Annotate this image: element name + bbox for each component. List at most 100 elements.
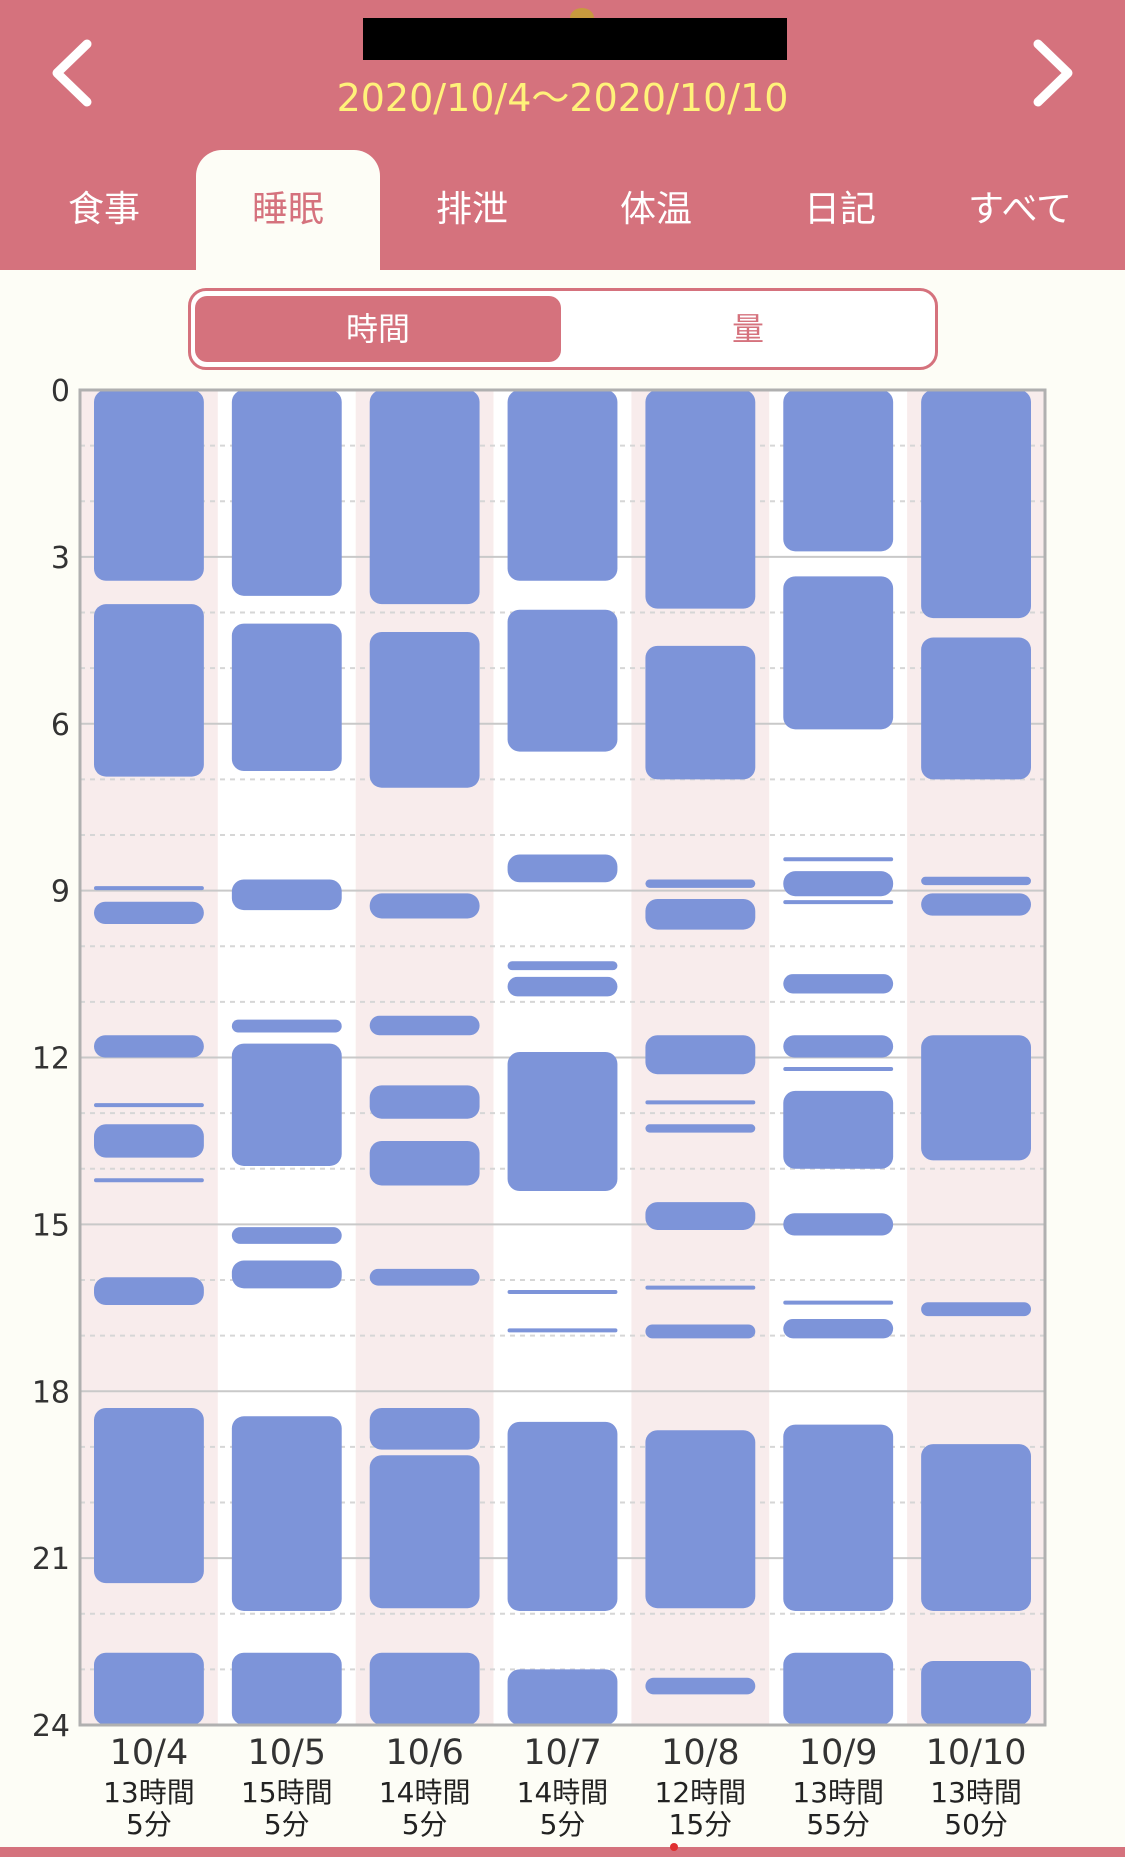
sleep-block xyxy=(507,1051,618,1191)
day-total-hours-label: 15時間 xyxy=(241,1776,333,1809)
amount-toggle-button[interactable]: 量 xyxy=(731,310,764,348)
sleep-block xyxy=(645,1324,756,1339)
sleep-block xyxy=(369,1268,480,1286)
sleep-block xyxy=(783,1066,894,1071)
day-total-minutes-label: 15分 xyxy=(669,1808,733,1841)
sleep-block xyxy=(645,1430,756,1609)
sleep-block xyxy=(94,1407,204,1584)
y-tick-label: 24 xyxy=(32,1709,70,1744)
sleep-block xyxy=(94,1652,204,1725)
sleep-block xyxy=(369,390,480,605)
sleep-block xyxy=(645,1124,756,1133)
next-week-button[interactable] xyxy=(1010,28,1090,118)
sleep-block xyxy=(507,1421,618,1611)
sleep-block xyxy=(507,1290,618,1295)
chevron-left-icon xyxy=(52,39,92,107)
sleep-block xyxy=(94,1035,204,1058)
sleep-block xyxy=(369,1652,480,1725)
sleep-block xyxy=(507,609,618,752)
prev-week-button[interactable] xyxy=(35,28,115,118)
sleep-block xyxy=(921,876,1031,886)
day-date-label: 10/7 xyxy=(523,1733,602,1773)
sleep-block xyxy=(369,1015,480,1036)
sleep-block xyxy=(94,604,204,777)
sleep-block xyxy=(921,1302,1031,1317)
day-date-label: 10/4 xyxy=(110,1733,189,1773)
day-total-hours-label: 14時間 xyxy=(379,1776,471,1809)
sleep-block xyxy=(94,1103,204,1108)
sleep-block xyxy=(645,1035,756,1075)
sleep-block xyxy=(783,857,894,862)
sleep-block xyxy=(783,390,894,552)
tab-all[interactable]: すべて xyxy=(928,150,1112,270)
day-date-label: 10/5 xyxy=(247,1733,326,1773)
day-total-minutes-label: 5分 xyxy=(402,1808,448,1841)
page-indicator xyxy=(670,1843,678,1851)
y-tick-label: 3 xyxy=(51,541,70,576)
tab-excretion[interactable]: 排泄 xyxy=(380,150,564,270)
sleep-block xyxy=(783,1652,894,1725)
y-tick-label: 15 xyxy=(32,1208,70,1243)
sleep-block xyxy=(369,893,480,919)
y-tick-label: 9 xyxy=(51,875,70,910)
day-date-label: 10/9 xyxy=(799,1733,878,1773)
sleep-block xyxy=(783,1424,894,1611)
day-date-label: 10/8 xyxy=(661,1733,740,1773)
day-date-label: 10/10 xyxy=(926,1733,1027,1773)
sleep-block xyxy=(921,390,1031,619)
tab-label: 食事 xyxy=(67,189,140,230)
day-total-hours-label: 13時間 xyxy=(103,1776,195,1809)
sleep-block xyxy=(231,1227,342,1244)
sleep-block xyxy=(231,390,342,596)
day-total-minutes-label: 50分 xyxy=(944,1808,1008,1841)
day-date-label: 10/6 xyxy=(385,1733,464,1773)
sleep-block xyxy=(507,1669,618,1725)
y-tick-label: 21 xyxy=(32,1542,70,1577)
sleep-block xyxy=(783,900,894,905)
sleep-block xyxy=(783,871,894,897)
day-total-hours-label: 13時間 xyxy=(930,1776,1022,1809)
tab-label: 排泄 xyxy=(435,189,508,230)
day-total-hours-label: 14時間 xyxy=(517,1776,609,1809)
time-toggle-button[interactable]: 時間 xyxy=(195,296,561,362)
header-bar: 2020/10/4〜2020/10/10 食事 睡眠 排泄 体温 日記 すべて xyxy=(0,0,1125,270)
sleep-block xyxy=(231,1019,342,1033)
sleep-block xyxy=(921,1444,1031,1611)
day-total-minutes-label: 5分 xyxy=(540,1808,586,1841)
sleep-block xyxy=(94,1124,204,1158)
sleep-block xyxy=(231,879,342,911)
sleep-block xyxy=(94,390,204,581)
sleep-block xyxy=(783,1318,894,1339)
tab-temperature[interactable]: 体温 xyxy=(564,150,748,270)
sleep-block xyxy=(507,854,618,883)
tab-label: すべて xyxy=(967,189,1073,230)
bottom-bar xyxy=(0,1847,1125,1857)
tab-sleep[interactable]: 睡眠 xyxy=(196,150,380,270)
day-total-hours-label: 12時間 xyxy=(655,1776,747,1809)
sleep-block xyxy=(507,961,618,971)
date-range: 2020/10/4〜2020/10/10 xyxy=(336,76,789,120)
sleep-block xyxy=(645,645,756,780)
sleep-block xyxy=(369,631,480,788)
day-total-minutes-label: 55分 xyxy=(806,1808,870,1841)
sleep-block xyxy=(921,1035,1031,1161)
sleep-block xyxy=(645,390,756,609)
y-tick-label: 0 xyxy=(51,374,70,409)
tab-meal[interactable]: 食事 xyxy=(12,150,196,270)
view-toggle: 時間 量 xyxy=(188,288,938,370)
sleep-block xyxy=(231,1416,342,1611)
redacted-title xyxy=(363,18,787,60)
sleep-block xyxy=(94,901,204,924)
day-total-minutes-label: 5分 xyxy=(264,1808,310,1841)
y-tick-label: 12 xyxy=(32,1042,70,1077)
sleep-block xyxy=(783,1213,894,1236)
sleep-block xyxy=(921,893,1031,916)
tab-label: 睡眠 xyxy=(251,189,324,230)
sleep-block xyxy=(645,1285,756,1290)
sleep-block xyxy=(783,1300,894,1305)
tab-diary[interactable]: 日記 xyxy=(748,150,932,270)
sleep-block xyxy=(94,886,204,891)
chevron-right-icon xyxy=(1033,39,1073,107)
sleep-block xyxy=(231,1652,342,1725)
sleep-block xyxy=(645,1202,756,1230)
